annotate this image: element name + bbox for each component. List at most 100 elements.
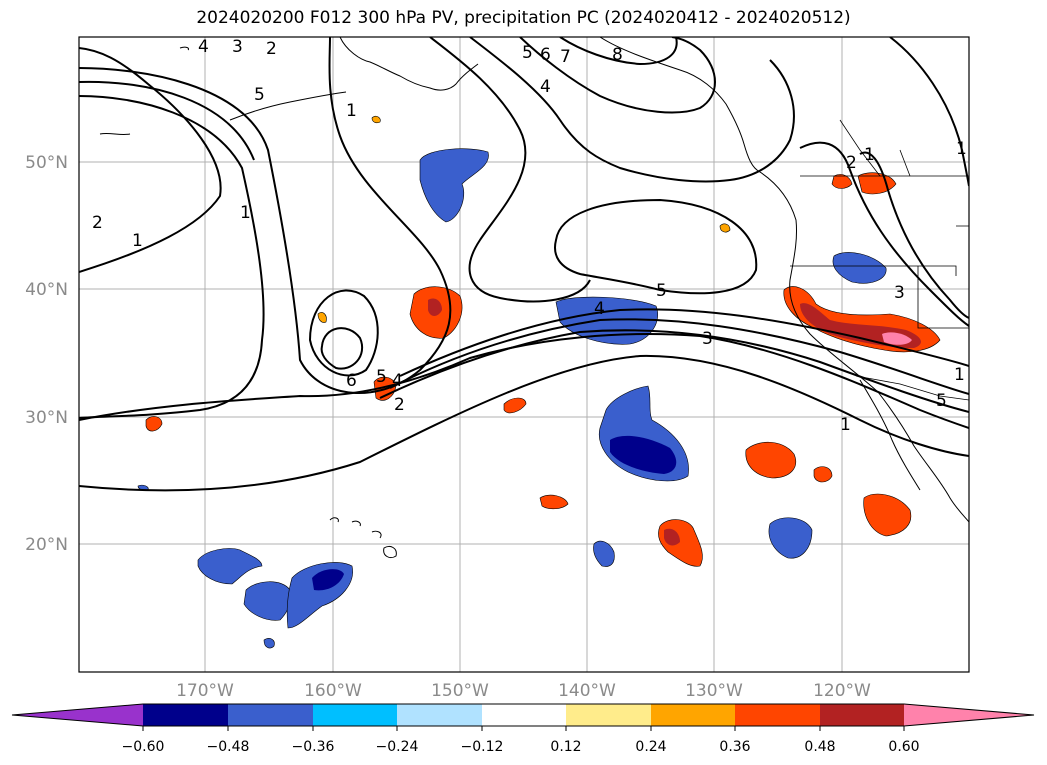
latitude-labels: 50°N 40°N 30°N 20°N — [25, 153, 68, 555]
contour-label: 5 — [656, 281, 667, 301]
pv-contour-south-2 — [79, 333, 969, 429]
precip-pos-small-4 — [813, 466, 833, 483]
lat-label: 40°N — [25, 280, 68, 300]
contour-label: 6 — [346, 371, 357, 391]
coast-hawaii — [329, 517, 397, 559]
colorbar-segment — [313, 704, 397, 726]
contour-label: 3 — [702, 329, 713, 349]
contour-label: 1 — [840, 415, 851, 435]
colorbar-tick-label: −0.24 — [376, 739, 419, 755]
lon-label: 160°W — [304, 681, 362, 701]
precip-pos-central-inner — [428, 298, 442, 316]
colorbar-segment — [651, 704, 735, 726]
lat-label: 30°N — [25, 408, 68, 428]
pv-contour-low-cutoff — [308, 289, 379, 377]
border-inner-3 — [956, 225, 969, 276]
contour-label: 5 — [254, 85, 265, 105]
contour-label: 1 — [132, 231, 143, 251]
precip-neg-hawaii-west — [197, 548, 263, 585]
pv-contour-low-cutoff-inner — [320, 327, 363, 370]
colorbar-max-arrow — [904, 704, 1034, 726]
map-title: 2024020200 F012 300 hPa PV, precipitatio… — [196, 8, 851, 28]
precip-pos-small-1 — [503, 397, 527, 414]
colorbar-tick-label: −0.12 — [461, 739, 504, 755]
contour-label: 4 — [594, 299, 605, 319]
precip-pos-baja — [863, 493, 912, 537]
precip-pos-small-6 — [317, 312, 327, 323]
contour-label: 5 — [936, 391, 947, 411]
pv-contour-outer-south — [79, 354, 969, 492]
colorbar-segment — [566, 704, 651, 726]
colorbar-tick-label: −0.60 — [122, 739, 165, 755]
precip-pos-canada — [831, 172, 897, 195]
precip-neg-subtropical-core-inner — [610, 435, 677, 474]
contour-label: 5 — [376, 367, 387, 387]
pv-contour-east-3 — [889, 37, 969, 187]
border-inner-2 — [917, 266, 969, 329]
contour-label: 1 — [346, 101, 357, 121]
precip-pos-california-band-core — [882, 332, 912, 345]
contour-label: 4 — [540, 77, 551, 97]
longitude-labels: 170°W 160°W 150°W 140°W 130°W 120°W — [176, 681, 871, 701]
pv-contour-mid-loop — [554, 198, 758, 295]
precip-pos-east-pacific — [745, 441, 796, 479]
precip-pos-small-3 — [145, 416, 163, 432]
contour-label: 2 — [846, 153, 857, 173]
coast-panhandle — [599, 37, 761, 173]
contour-label: 4 — [392, 371, 403, 391]
colorbar-min-arrow — [12, 704, 143, 726]
colorbar-segment — [143, 704, 228, 726]
precip-neg-hawaii-east-inner — [312, 569, 344, 591]
precip-neg-california-north — [832, 252, 887, 284]
precip-neg-small — [593, 540, 615, 567]
contour-label: 4 — [198, 37, 209, 57]
precip-anomaly-fields — [137, 116, 941, 649]
lon-label: 130°W — [685, 681, 743, 701]
colorbar: −0.60 −0.48 −0.36 −0.24 −0.12 0.12 0.24 … — [11, 703, 1035, 755]
pv-contour-east-1 — [799, 141, 969, 327]
contour-label: 1 — [864, 145, 875, 165]
contour-labels: 4 3 2 5 1 5 6 7 8 4 2 1 1 2 1 1 5 4 3 6 … — [92, 37, 967, 435]
coast-north-america-west — [759, 171, 969, 523]
pv-contour-ridge-4 — [559, 37, 678, 66]
pv-contour-west-1 — [79, 47, 222, 273]
colorbar-tick-label: 0.36 — [719, 739, 750, 755]
precip-neg-tiny-1 — [263, 638, 275, 649]
coast-baja — [859, 379, 921, 491]
colorbar-tick-label: −0.48 — [207, 739, 250, 755]
pv-contour-south-5 — [399, 308, 969, 377]
map-border — [78, 36, 970, 673]
contour-label: 2 — [266, 39, 277, 59]
precip-pos-small-2 — [539, 494, 569, 510]
pv-contour-ridge-3 — [519, 37, 716, 114]
lon-label: 120°W — [813, 681, 871, 701]
coastlines — [99, 37, 969, 559]
precip-pos-small-7 — [371, 116, 381, 124]
colorbar-tick-label: 0.48 — [804, 739, 835, 755]
contour-label: 1 — [240, 203, 251, 223]
pv-contour-ridge-2 — [469, 37, 795, 183]
lon-label: 170°W — [176, 681, 234, 701]
borders — [790, 119, 969, 401]
colorbar-segment — [397, 704, 482, 726]
precip-pos-tropic-inner — [664, 528, 680, 546]
colorbar-ticks — [142, 726, 905, 731]
contour-label: 2 — [92, 213, 103, 233]
precip-pos-small-5 — [719, 223, 731, 233]
lon-label: 150°W — [431, 681, 489, 701]
contour-label: 2 — [394, 395, 405, 415]
precip-neg-south — [768, 517, 813, 559]
border-inner-1 — [790, 265, 957, 276]
pv-contours — [79, 37, 969, 492]
pv-contour-east-2 — [859, 151, 969, 319]
border-canada-provinces — [839, 119, 911, 177]
pv-contour-ridge-1 — [429, 37, 591, 303]
contour-label: 3 — [894, 283, 905, 303]
pv-contour-south-3 — [379, 329, 969, 413]
pv-contour-south-4 — [389, 318, 969, 395]
pv-contour-west-3 — [79, 37, 452, 394]
lat-label: 20°N — [25, 535, 68, 555]
colorbar-segment — [228, 704, 313, 726]
colorbar-segment — [820, 704, 904, 726]
